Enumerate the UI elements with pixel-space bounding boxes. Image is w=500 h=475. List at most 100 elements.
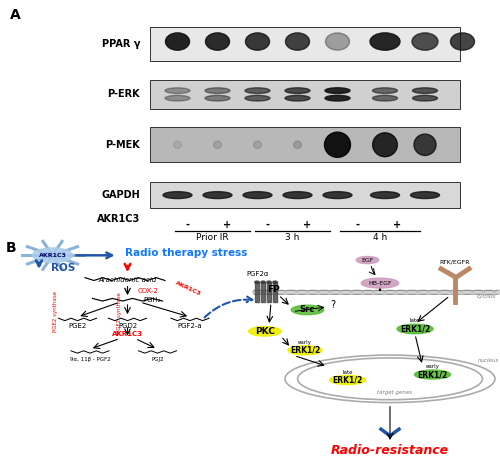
Text: ROS: ROS (51, 263, 75, 273)
Ellipse shape (372, 88, 398, 94)
Text: Radio therapy stress: Radio therapy stress (125, 248, 248, 258)
Bar (255, 282, 259, 302)
Ellipse shape (325, 88, 350, 94)
Ellipse shape (165, 88, 190, 94)
Ellipse shape (326, 33, 349, 50)
Ellipse shape (324, 132, 350, 157)
Text: A: A (10, 8, 21, 21)
Ellipse shape (372, 95, 398, 101)
Text: B: B (6, 241, 16, 255)
Text: FP: FP (267, 285, 280, 294)
Text: Arachidonic acid: Arachidonic acid (98, 277, 156, 283)
Ellipse shape (412, 88, 438, 94)
Text: -: - (356, 220, 360, 230)
Text: ERK1/2: ERK1/2 (332, 376, 362, 384)
Ellipse shape (294, 141, 302, 149)
Text: target genes: target genes (378, 390, 412, 395)
Ellipse shape (412, 95, 438, 101)
Ellipse shape (285, 88, 310, 94)
Ellipse shape (362, 290, 374, 294)
Text: PGJ2: PGJ2 (151, 357, 164, 362)
Text: +: + (394, 220, 402, 230)
Ellipse shape (361, 278, 399, 288)
Ellipse shape (414, 370, 450, 379)
Ellipse shape (243, 191, 272, 199)
Ellipse shape (370, 33, 400, 50)
Text: PPAR γ: PPAR γ (102, 39, 140, 49)
Text: ERK1/2: ERK1/2 (418, 370, 448, 379)
Ellipse shape (245, 88, 270, 94)
Text: cytosol: cytosol (476, 294, 496, 299)
Text: early: early (298, 340, 312, 345)
Text: Src: Src (300, 305, 315, 314)
Ellipse shape (273, 281, 277, 283)
Text: 4 h: 4 h (373, 233, 387, 242)
Text: late: late (342, 370, 353, 375)
Ellipse shape (406, 290, 418, 294)
Ellipse shape (374, 290, 384, 294)
Ellipse shape (163, 191, 192, 199)
Ellipse shape (462, 290, 472, 294)
Text: PGD2: PGD2 (118, 323, 137, 330)
Ellipse shape (384, 290, 396, 294)
Ellipse shape (246, 33, 270, 50)
Ellipse shape (370, 191, 400, 199)
Bar (150, 80, 460, 109)
Bar (150, 27, 460, 61)
Ellipse shape (296, 290, 308, 294)
Ellipse shape (450, 33, 474, 50)
Ellipse shape (274, 290, 285, 294)
Text: HB-EGF: HB-EGF (368, 281, 392, 285)
Ellipse shape (396, 290, 406, 294)
Text: ERK1/2: ERK1/2 (400, 324, 430, 333)
Ellipse shape (32, 248, 72, 263)
Ellipse shape (412, 33, 438, 50)
Ellipse shape (340, 290, 351, 294)
Ellipse shape (252, 290, 264, 294)
Ellipse shape (288, 346, 322, 355)
Ellipse shape (323, 191, 352, 199)
Ellipse shape (255, 281, 259, 283)
Ellipse shape (325, 95, 350, 101)
Ellipse shape (165, 95, 190, 101)
Text: ?: ? (330, 300, 335, 310)
Ellipse shape (450, 290, 462, 294)
Ellipse shape (249, 327, 281, 336)
Ellipse shape (397, 324, 433, 333)
Ellipse shape (372, 133, 398, 157)
Text: +: + (224, 220, 232, 230)
Ellipse shape (267, 281, 271, 283)
Text: COX-2: COX-2 (138, 288, 158, 294)
Ellipse shape (286, 290, 296, 294)
Text: late: late (410, 318, 420, 323)
Ellipse shape (166, 33, 190, 50)
Text: AKR1C3: AKR1C3 (112, 331, 143, 337)
Text: 9α, 11β - PGF2: 9α, 11β - PGF2 (70, 357, 110, 362)
Text: PGE2 synthase: PGE2 synthase (52, 291, 58, 332)
Text: 3 h: 3 h (286, 233, 300, 242)
Ellipse shape (291, 305, 324, 315)
Ellipse shape (414, 134, 436, 155)
Ellipse shape (206, 33, 230, 50)
Bar (267, 282, 271, 302)
Text: ERK1/2: ERK1/2 (290, 346, 320, 355)
Text: PGE2: PGE2 (68, 323, 86, 330)
Ellipse shape (472, 290, 484, 294)
Text: EGF: EGF (362, 257, 374, 263)
Text: PGF2α: PGF2α (246, 271, 269, 276)
Text: PGF2-a: PGF2-a (178, 323, 203, 330)
Ellipse shape (245, 95, 270, 101)
Ellipse shape (285, 95, 310, 101)
Ellipse shape (410, 191, 440, 199)
Text: PKC: PKC (255, 327, 275, 336)
Ellipse shape (428, 290, 440, 294)
Text: P-MEK: P-MEK (105, 140, 140, 150)
Ellipse shape (418, 290, 428, 294)
Bar (150, 127, 460, 162)
Ellipse shape (214, 141, 222, 149)
Bar (150, 182, 460, 209)
Ellipse shape (356, 256, 379, 264)
Text: PGH₂: PGH₂ (144, 297, 162, 303)
Bar (261, 282, 265, 302)
Text: P-ERK: P-ERK (108, 89, 140, 99)
